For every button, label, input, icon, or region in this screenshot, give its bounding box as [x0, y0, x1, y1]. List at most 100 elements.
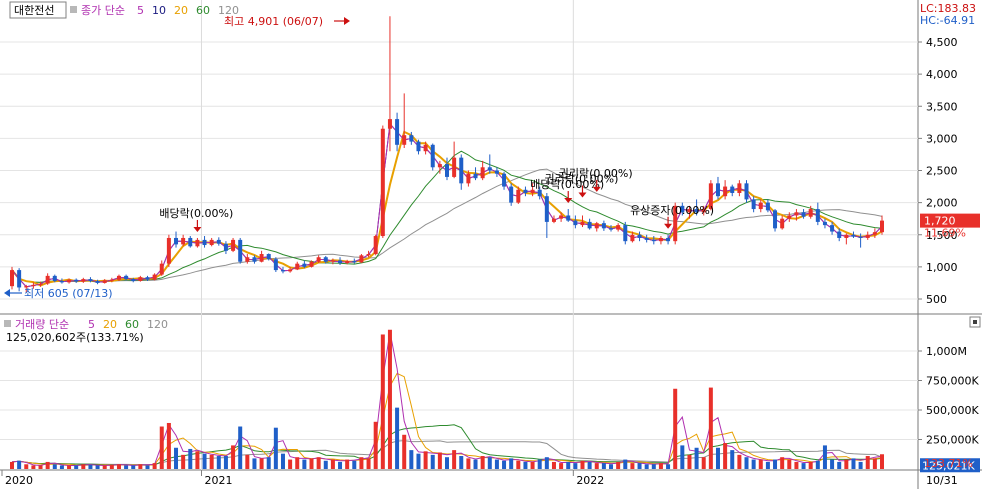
legend-square-icon: [4, 320, 11, 327]
candle-body: [330, 260, 335, 262]
candle-body: [416, 141, 421, 152]
candle-body: [95, 281, 100, 283]
candle-body: [10, 270, 14, 287]
price-ma-legend-item: 5: [137, 4, 144, 17]
price-tick-label: 4,500: [926, 36, 958, 49]
candlestick-series: [10, 16, 884, 293]
price-tick-label: 1,500: [926, 229, 958, 242]
panel-expand-button[interactable]: [969, 316, 981, 328]
price-tick-label: 2,000: [926, 197, 958, 210]
candle-body: [573, 220, 578, 226]
volume-bar: [637, 463, 642, 469]
volume-bar: [587, 461, 592, 469]
candle-body: [252, 257, 257, 262]
volume-bar: [694, 447, 699, 469]
volume-bar: [730, 450, 735, 469]
volume-bar: [466, 458, 471, 469]
candle-body: [587, 221, 592, 229]
volume-info: 125,020,602주(133.71%): [6, 331, 144, 344]
candle-body: [266, 254, 271, 260]
candle-body: [437, 164, 442, 168]
candle-body: [880, 220, 884, 233]
volume-bar: [680, 445, 685, 469]
candle-body: [637, 234, 642, 238]
volume-bar: [67, 465, 72, 469]
price-ma-legend-item: 60: [196, 4, 210, 17]
candle-body: [630, 234, 635, 242]
candle-body: [59, 281, 64, 283]
down-arrow-icon: [578, 192, 587, 198]
candle-body: [509, 186, 514, 203]
volume-bar: [345, 459, 350, 469]
event-markers: 배당락(0.00%)배당락(0.00%)권리락(0.00%)권리락(0.00%)…: [159, 167, 714, 232]
price-ma-legend-item: 20: [174, 4, 188, 17]
volume-ma-legend-item: 5: [88, 318, 95, 331]
candle-body: [209, 239, 214, 246]
candle-body: [494, 170, 499, 174]
candle-body: [67, 279, 72, 283]
candle-body: [865, 234, 870, 238]
volume-bar: [131, 465, 136, 469]
candle-body: [516, 189, 521, 203]
candle-body: [601, 223, 606, 229]
candle-body: [687, 209, 692, 213]
volume-bar: [872, 458, 877, 469]
volume-bar: [402, 434, 407, 469]
volume-bar: [687, 454, 692, 469]
candle-body: [844, 234, 849, 238]
volume-bar: [780, 457, 785, 469]
candle-body: [188, 237, 193, 247]
candle-body: [109, 279, 114, 281]
candle-body: [794, 212, 799, 216]
candle-body: [452, 157, 457, 177]
current-volume-value: 125,021K: [922, 459, 975, 472]
candle-body: [773, 210, 778, 229]
volume-bar: [81, 464, 86, 469]
volume-bar: [594, 463, 599, 469]
volume-bar: [494, 459, 499, 469]
candle-body: [52, 275, 57, 282]
volume-bar: [116, 464, 121, 469]
volume-bar: [801, 463, 806, 469]
volume-bar: [74, 465, 79, 469]
low-annotation: 최저 605 (07/13): [4, 287, 113, 300]
volume-legend-title: 거래량 단순: [15, 318, 69, 331]
candle-body: [580, 221, 585, 226]
candle-body: [780, 218, 785, 229]
candle-body: [594, 223, 599, 229]
volume-bar: [808, 461, 813, 469]
price-legend: 대한전선 종가 단순 5 10 20 60 120: [9, 1, 239, 19]
candle-body: [31, 284, 36, 287]
volume-bar: [794, 461, 799, 469]
candle-body: [837, 231, 842, 238]
candle-body: [523, 189, 528, 193]
volume-bar: [231, 445, 236, 469]
candle-body: [730, 186, 735, 193]
volume-legend: 거래량 단순 5 20 60 120 125,020,602주(133.71%): [4, 318, 168, 344]
price-y-axis: 4,500 4,000 3,500 3,000 2,500 2,000 1,500 1,000…: [918, 36, 958, 306]
low-arrow-icon: [4, 289, 10, 297]
volume-bar: [523, 461, 528, 469]
candle-body: [216, 239, 221, 244]
candle-body: [245, 257, 250, 262]
stock-name-box[interactable]: [9, 1, 67, 19]
candle-body: [708, 183, 713, 210]
candle-body: [124, 275, 129, 280]
candle-body: [808, 209, 813, 217]
candle-body: [551, 218, 556, 222]
candle-body: [673, 205, 678, 242]
volume-tick-label: 250,000K: [926, 434, 979, 447]
candle-body: [758, 202, 763, 210]
candle-body: [737, 183, 742, 193]
candle-body: [302, 263, 307, 267]
volume-ma-lines: [11, 332, 883, 467]
ma120-line: [11, 168, 883, 283]
low-annotation-label: 최저 605 (07/13): [24, 287, 113, 300]
current-price-pct: 11.69%: [924, 227, 966, 240]
high-arrow-icon: [344, 17, 350, 25]
volume-bar: [765, 461, 770, 469]
volume-bar: [52, 464, 57, 469]
volume-bar: [102, 465, 107, 469]
candle-body: [159, 263, 164, 275]
